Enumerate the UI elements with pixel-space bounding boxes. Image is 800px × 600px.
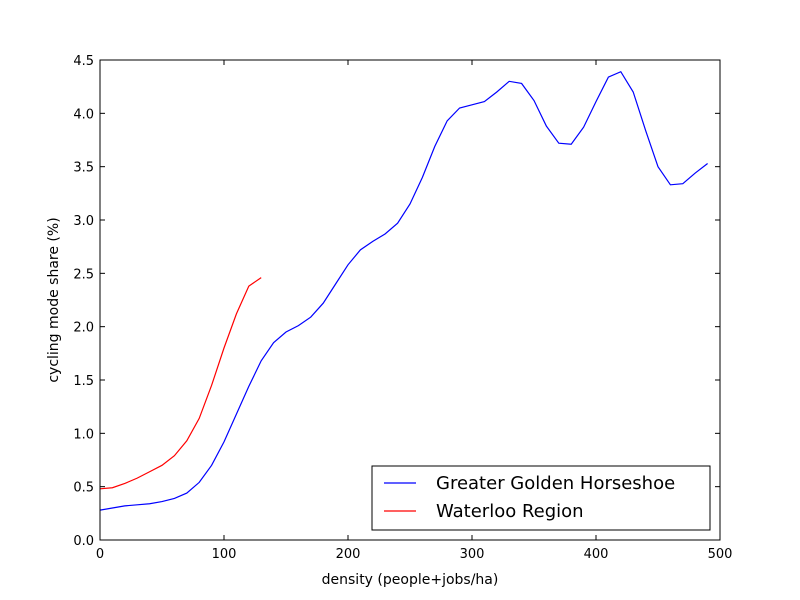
series-layer (99, 70, 708, 511)
x-tick-label: 0 (96, 547, 104, 562)
series-line-greater-golden-horseshoe (99, 70, 708, 511)
y-tick-label: 3.0 (73, 214, 94, 229)
ticks-layer: 0 100 200 300 400 500 0.0 0.5 1.0 1.5 2.0 2.5 3.0 3.5… (73, 54, 732, 562)
plot-frame (99, 59, 721, 541)
y-tick-label: 2.0 (73, 321, 94, 336)
y-tick-label: 4.0 (73, 107, 94, 122)
x-tick-label: 500 (708, 547, 733, 562)
y-tick-label: 4.5 (73, 54, 94, 69)
y-tick-label: 0.0 (73, 534, 94, 549)
x-tick-label: 400 (584, 547, 609, 562)
legend-label-waterloo-region: Waterloo Region (436, 501, 584, 522)
y-tick-label: 1.5 (73, 374, 94, 389)
x-tick-label: 300 (460, 547, 485, 562)
y-tick-label: 3.5 (73, 161, 94, 176)
x-tick-label: 200 (336, 547, 361, 562)
x-tick-label: 100 (212, 547, 237, 562)
legend-label-greater-golden-horseshoe: Greater Golden Horseshoe (436, 473, 675, 494)
legend: Greater Golden Horseshoe Waterloo Region (371, 465, 711, 531)
y-axis-label: cycling mode share (%) (46, 217, 62, 382)
y-tick-label: 2.5 (73, 267, 94, 282)
legend-box (371, 465, 711, 531)
y-tick-label: 0.5 (73, 481, 94, 496)
x-axis-label: density (people+jobs/ha) (322, 572, 499, 588)
y-tick-label: 1.0 (73, 427, 94, 442)
series-line-waterloo-region (99, 277, 262, 490)
